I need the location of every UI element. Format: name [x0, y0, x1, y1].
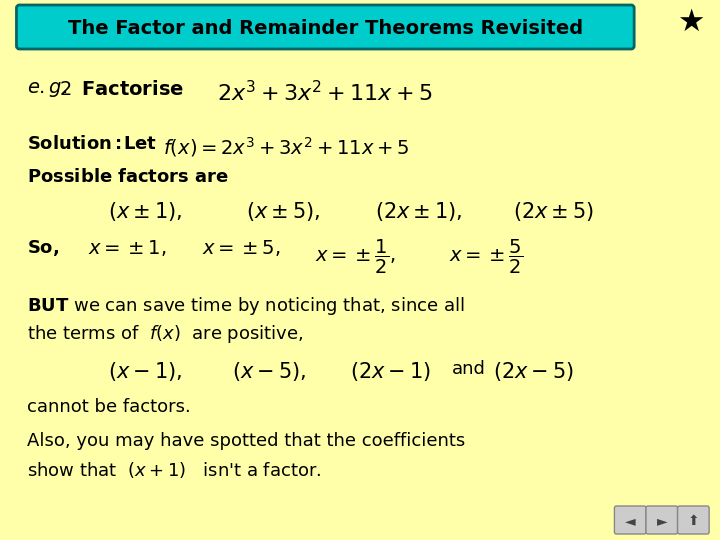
Text: $x = \pm 5,$: $x = \pm 5,$ — [202, 238, 281, 258]
Text: show that  $(x+1)$   isn't a factor.: show that $(x+1)$ isn't a factor. — [27, 460, 322, 480]
Text: $(2x \pm 5)$: $(2x \pm 5)$ — [513, 200, 594, 223]
Text: $\mathbf{Solution:}$: $\mathbf{Solution:}$ — [27, 135, 122, 153]
Text: $\mathbf{So,}$: $\mathbf{So,}$ — [27, 238, 60, 258]
Text: $2$: $2$ — [59, 80, 71, 99]
Text: $2x^3 + 3x^2 + 11x + 5$: $2x^3 + 3x^2 + 11x + 5$ — [217, 80, 432, 105]
Text: $(x-5),$: $(x-5),$ — [232, 360, 306, 383]
Text: $(2x-1)$: $(2x-1)$ — [350, 360, 431, 383]
Text: ★: ★ — [677, 8, 704, 37]
Text: $(x \pm 5),$: $(x \pm 5),$ — [246, 200, 320, 223]
Text: $(x \pm 1),$: $(x \pm 1),$ — [108, 200, 182, 223]
Text: ►: ► — [657, 514, 667, 528]
Text: ◄: ◄ — [625, 514, 636, 528]
Text: ⬆: ⬆ — [688, 514, 699, 528]
Text: and: and — [451, 360, 485, 378]
FancyBboxPatch shape — [646, 506, 678, 534]
Text: The Factor and Remainder Theorems Revisited: The Factor and Remainder Theorems Revisi… — [68, 19, 583, 38]
Text: $(x-1),$: $(x-1),$ — [108, 360, 182, 383]
Text: $e.g.$: $e.g.$ — [27, 80, 68, 99]
FancyBboxPatch shape — [17, 5, 634, 49]
Text: $(2x \pm 1),$: $(2x \pm 1),$ — [374, 200, 462, 223]
FancyBboxPatch shape — [614, 506, 646, 534]
Text: $f(x) = 2x^3 + 3x^2 + 11x + 5$: $f(x) = 2x^3 + 3x^2 + 11x + 5$ — [163, 135, 409, 159]
Text: $x = \pm \dfrac{5}{2}$: $x = \pm \dfrac{5}{2}$ — [449, 238, 523, 276]
Text: Also, you may have spotted that the coefficients: Also, you may have spotted that the coef… — [27, 432, 466, 450]
Text: $\mathbf{BUT}$ we can save time by noticing that, since all: $\mathbf{BUT}$ we can save time by notic… — [27, 295, 465, 317]
Text: $x = \pm \dfrac{1}{2},$: $x = \pm \dfrac{1}{2},$ — [315, 238, 397, 276]
FancyBboxPatch shape — [678, 506, 709, 534]
Text: $x = \pm 1,$: $x = \pm 1,$ — [89, 238, 167, 258]
Text: the terms of  $f(x)$  are positive,: the terms of $f(x)$ are positive, — [27, 323, 304, 345]
Text: $\mathbf{Factorise}$: $\mathbf{Factorise}$ — [81, 80, 184, 99]
Text: $(2x-5)$: $(2x-5)$ — [493, 360, 574, 383]
Text: cannot be factors.: cannot be factors. — [27, 398, 191, 416]
Text: $\mathbf{Possible\ factors\ are}$: $\mathbf{Possible\ factors\ are}$ — [27, 168, 229, 186]
Text: $\mathbf{Let}$: $\mathbf{Let}$ — [123, 135, 157, 153]
